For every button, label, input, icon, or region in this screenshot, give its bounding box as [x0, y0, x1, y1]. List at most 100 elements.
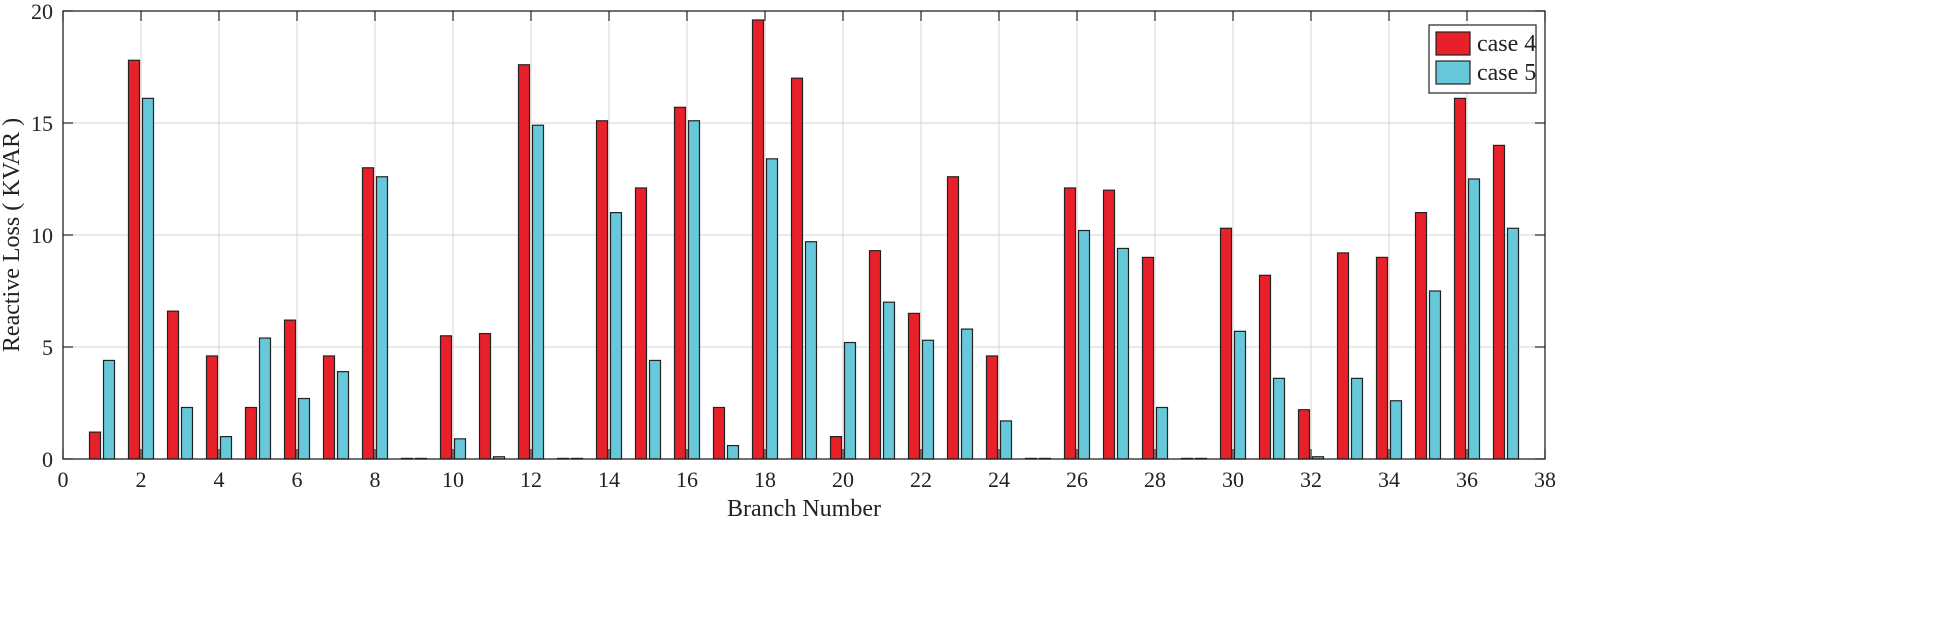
x-tick-label-4: 4 — [214, 467, 225, 492]
legend-label-case-4: case 4 — [1477, 31, 1536, 57]
x-tick-label-16: 16 — [676, 467, 698, 492]
bar-case-4-branch-15 — [634, 187, 648, 460]
bar-case-4-branch-16 — [673, 106, 687, 460]
bar-case-5-branch-10 — [453, 438, 467, 460]
x-tick-label-22: 22 — [910, 467, 932, 492]
bar-case-5-branch-17 — [726, 444, 740, 460]
bar-case-4-branch-21 — [868, 250, 882, 460]
bar-case-4-branch-32 — [1297, 409, 1311, 460]
bar-case-4-branch-12 — [517, 64, 531, 460]
bar-case-4-branch-36 — [1453, 97, 1467, 460]
bar-case-5-branch-7 — [336, 371, 350, 460]
x-tick-label-38: 38 — [1534, 467, 1556, 492]
bar-case-4-branch-30 — [1219, 227, 1233, 460]
bar-case-5-branch-14 — [609, 212, 623, 460]
x-tick-label-8: 8 — [370, 467, 381, 492]
bar-case-5-branch-2 — [141, 97, 155, 460]
x-tick-label-14: 14 — [598, 467, 620, 492]
bar-case-5-branch-18 — [765, 158, 779, 460]
x-tick-label-30: 30 — [1222, 467, 1244, 492]
legend-swatch-case-5 — [1435, 60, 1471, 85]
bar-case-4-branch-20 — [829, 436, 843, 460]
bar-case-5-branch-33 — [1350, 377, 1364, 460]
y-tick-label-0: 0 — [42, 447, 53, 472]
bar-case-5-branch-34 — [1389, 400, 1403, 460]
bar-case-4-branch-31 — [1258, 274, 1272, 460]
x-tick-label-36: 36 — [1456, 467, 1478, 492]
bar-case-5-branch-30 — [1233, 330, 1247, 460]
ticks — [62, 10, 1546, 460]
bar-case-4-branch-37 — [1492, 144, 1506, 460]
x-tick-labels: 0 2 4 6 8 10 12 14 16 18 20 22 24 26 28 30 32 34 36 38 — [58, 467, 1557, 492]
bar-case-4-branch-3 — [166, 310, 180, 460]
x-tick-label-0: 0 — [58, 467, 69, 492]
bar-case-5-branch-19 — [804, 241, 818, 460]
bar-case-4-branch-23 — [946, 176, 960, 460]
bar-case-4-branch-5 — [244, 406, 258, 460]
bar-case-4-branch-19 — [790, 77, 804, 460]
bar-case-4-branch-34 — [1375, 256, 1389, 460]
legend: case 4 case 5 — [1428, 24, 1537, 94]
bar-case-5-branch-37 — [1506, 227, 1520, 460]
y-tick-labels: 0 5 10 15 20 — [31, 0, 53, 472]
bar-case-5-branch-23 — [960, 328, 974, 460]
bar-case-5-branch-6 — [297, 397, 311, 460]
bar-case-5-branch-21 — [882, 301, 896, 460]
bar-case-5-branch-5 — [258, 337, 272, 460]
x-tick-label-6: 6 — [292, 467, 303, 492]
x-tick-label-2: 2 — [136, 467, 147, 492]
x-tick-label-12: 12 — [520, 467, 542, 492]
bar-case-4-branch-4 — [205, 355, 219, 460]
bar-case-4-branch-24 — [985, 355, 999, 460]
bar-case-4-branch-18 — [751, 19, 765, 460]
x-tick-label-34: 34 — [1378, 467, 1400, 492]
bar-case-5-branch-20 — [843, 341, 857, 460]
bar-case-5-branch-8 — [375, 176, 389, 460]
bar-case-5-branch-4 — [219, 436, 233, 460]
bars — [88, 19, 1520, 460]
bar-case-4-branch-26 — [1063, 187, 1077, 460]
bar-case-5-branch-12 — [531, 124, 545, 460]
bar-case-5-branch-35 — [1428, 290, 1442, 460]
x-tick-label-26: 26 — [1066, 467, 1088, 492]
grid-lines — [63, 11, 1545, 459]
bar-case-5-branch-1 — [102, 359, 116, 460]
bar-case-5-branch-31 — [1272, 377, 1286, 460]
bar-case-5-branch-27 — [1116, 247, 1130, 460]
x-axis-label: Branch Number — [727, 496, 881, 522]
y-axis-label: Reactive Loss ( KVAR ) — [0, 118, 25, 352]
bar-case-4-branch-2 — [127, 59, 141, 460]
bar-case-4-branch-10 — [439, 335, 453, 460]
bar-case-5-branch-22 — [921, 339, 935, 460]
x-tick-label-20: 20 — [832, 467, 854, 492]
legend-label-case-5: case 5 — [1477, 60, 1536, 86]
y-tick-label-5: 5 — [42, 335, 53, 360]
x-tick-label-10: 10 — [442, 467, 464, 492]
bar-case-5-branch-36 — [1467, 178, 1481, 460]
bar-case-4-branch-22 — [907, 312, 921, 460]
bar-case-4-branch-6 — [283, 319, 297, 460]
y-tick-label-20: 20 — [31, 0, 53, 24]
x-tick-label-18: 18 — [754, 467, 776, 492]
y-tick-label-10: 10 — [31, 223, 53, 248]
bar-case-5-branch-28 — [1155, 406, 1169, 460]
bar-case-4-branch-7 — [322, 355, 336, 460]
bar-case-4-branch-1 — [88, 431, 102, 460]
bar-case-4-branch-8 — [361, 167, 375, 460]
legend-swatch-case-4 — [1435, 31, 1471, 56]
x-tick-label-32: 32 — [1300, 467, 1322, 492]
x-tick-label-28: 28 — [1144, 467, 1166, 492]
bar-case-4-branch-17 — [712, 406, 726, 460]
bar-case-4-branch-11 — [478, 332, 492, 460]
bar-case-5-branch-15 — [648, 359, 662, 460]
bar-case-5-branch-26 — [1077, 229, 1091, 460]
y-tick-label-15: 15 — [31, 111, 53, 136]
bar-case-4-branch-28 — [1141, 256, 1155, 460]
bar-case-4-branch-33 — [1336, 252, 1350, 460]
bar-case-4-branch-35 — [1414, 212, 1428, 460]
x-tick-label-24: 24 — [988, 467, 1010, 492]
bar-case-4-branch-27 — [1102, 189, 1116, 460]
bar-case-5-branch-16 — [687, 120, 701, 460]
